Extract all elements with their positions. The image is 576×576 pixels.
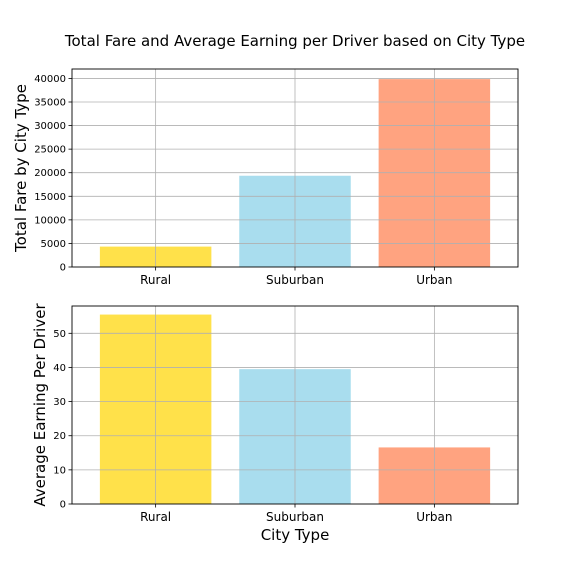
bottom-y-tick-label: 40 [53,363,66,374]
top-y-tick-label: 0 [60,263,66,274]
top-y-axis-label: Total Fare by City Type [12,84,30,253]
top-x-tick-label-urban: Urban [416,273,452,287]
bottom-x-tick-label-suburban: Suburban [266,510,324,524]
bottom-x-tick-label-rural: Rural [140,510,171,524]
top-x-tick-label-suburban: Suburban [266,273,324,287]
chart-title: Total Fare and Average Earning per Drive… [64,32,525,50]
bottom-y-tick-label: 50 [53,329,66,340]
top-y-tick-label: 35000 [34,98,66,109]
top-y-tick-label: 30000 [34,121,66,132]
bottom-y-tick-label: 30 [53,397,66,408]
top-y-tick-label: 15000 [34,192,66,203]
top-y-tick-label: 20000 [34,168,66,179]
bottom-x-tick-label-urban: Urban [416,510,452,524]
bottom-y-axis-label: Average Earning Per Driver [31,303,49,507]
top-y-tick-label: 5000 [41,239,66,250]
top-y-tick-label: 40000 [34,74,66,85]
x-axis-label: City Type [261,526,330,544]
bottom-panel-average-earning: Average Earning Per Driver 0 10 20 30 40 50 Ru… [31,303,519,524]
top-x-tick-label-rural: Rural [140,273,171,287]
bottom-y-tick-label: 20 [53,431,66,442]
top-y-tick-label: 10000 [34,215,66,226]
top-y-tick-label: 25000 [34,145,66,156]
bottom-y-tick-label: 0 [60,500,66,511]
bottom-y-tick-label: 10 [53,465,66,476]
top-panel-total-fare: Total Fare by City Type 0 5000 10000 15000 2… [12,68,519,287]
